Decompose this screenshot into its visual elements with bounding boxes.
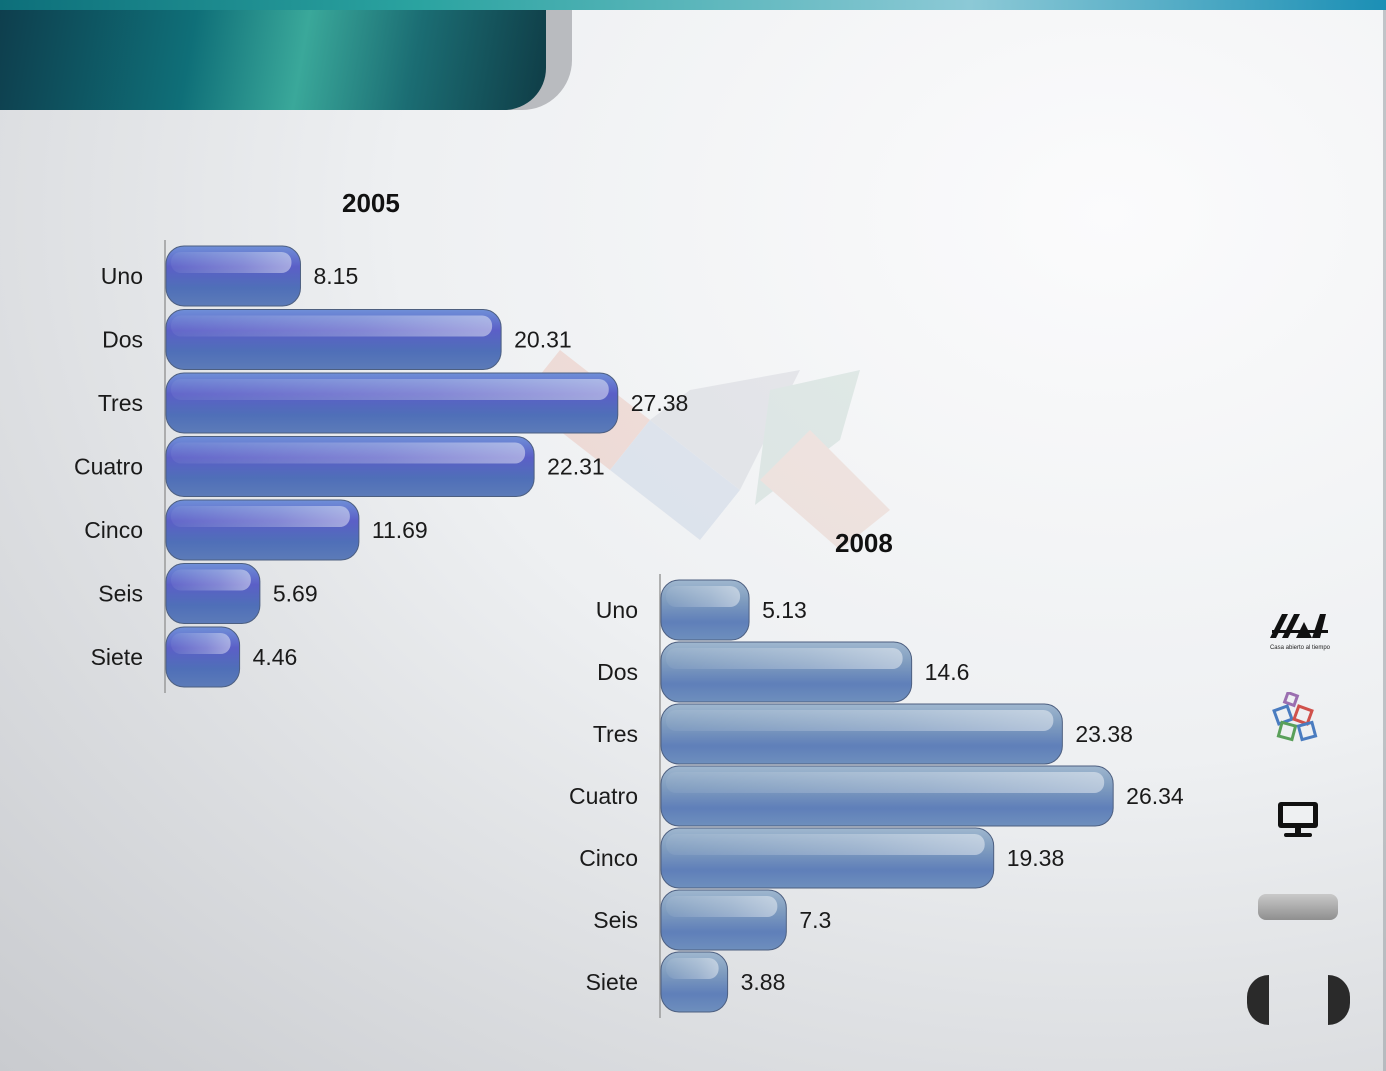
category-label: Cinco <box>84 517 143 543</box>
value-label: 26.34 <box>1126 783 1184 809</box>
chart-title: 2005 <box>342 188 400 218</box>
computer-monitor-icon[interactable] <box>1276 800 1320 840</box>
value-label: 19.38 <box>1007 845 1065 871</box>
puzzle-blocks-icon[interactable] <box>1272 690 1324 744</box>
value-label: 20.31 <box>514 327 572 353</box>
chart-2005: 2005 Uno 8.15 Dos 20.31 Tres 27.38 Cuatro 22.31… <box>0 170 720 710</box>
category-label: Seis <box>98 581 143 607</box>
bar-highlight <box>171 252 292 273</box>
chart-2008: 2008 Uno 5.13 Dos 14.6 Tres 23.38 Cuatro 26.34 C… <box>500 510 1220 1040</box>
category-label: Cuatro <box>74 454 143 480</box>
value-label: 3.88 <box>741 969 786 995</box>
logo-caption: Casa abierto al tiempo <box>1269 645 1331 651</box>
bar-highlight <box>171 442 526 464</box>
value-label: 7.3 <box>799 907 831 933</box>
bar-highlight <box>171 633 231 654</box>
category-label: Siete <box>91 644 143 670</box>
gray-button-icon[interactable] <box>1258 894 1338 920</box>
category-label: Cinco <box>579 845 638 871</box>
value-label: 27.38 <box>631 390 689 416</box>
uam-logo-icon[interactable]: Casa abierto al tiempo <box>1268 612 1332 652</box>
chart-title: 2008 <box>835 528 893 558</box>
slide-right-edge <box>1383 10 1386 1071</box>
bar-chart-2008-svg: Uno 5.13 Dos 14.6 Tres 23.38 Cuatro 26.34 Cinco 1… <box>569 574 1184 1018</box>
bar-highlight <box>171 315 493 337</box>
bar-highlight <box>171 569 251 591</box>
value-label: 22.31 <box>547 454 605 480</box>
next-icon[interactable] <box>1328 975 1350 1025</box>
bar-highlight <box>171 506 350 527</box>
value-label: 5.69 <box>273 581 318 607</box>
value-label: 11.69 <box>372 517 428 543</box>
bar-highlight <box>666 710 1054 731</box>
category-label: Seis <box>593 907 638 933</box>
value-label: 5.13 <box>762 597 807 623</box>
bar-highlight <box>666 896 778 917</box>
value-label: 23.38 <box>1075 721 1133 747</box>
category-label: Tres <box>593 721 638 747</box>
title-banner <box>0 10 546 110</box>
top-accent-strip <box>0 0 1386 10</box>
category-label: Dos <box>597 659 638 685</box>
category-label: Tres <box>98 390 143 416</box>
category-label: Uno <box>596 597 638 623</box>
bar-highlight <box>666 958 719 979</box>
bar-highlight <box>666 772 1105 793</box>
bar-highlight <box>666 586 741 607</box>
bar-chart-2005-svg: Uno 8.15 Dos 20.31 Tres 27.38 Cuatro 22.31 Cinco… <box>74 240 689 693</box>
category-label: Siete <box>586 969 638 995</box>
bar-highlight <box>171 379 609 400</box>
bar-highlight <box>666 834 985 855</box>
category-label: Uno <box>101 263 143 289</box>
value-label: 14.6 <box>925 659 970 685</box>
side-navigation: Casa abierto al tiempo <box>1247 600 1350 1040</box>
category-label: Cuatro <box>569 783 638 809</box>
previous-icon[interactable] <box>1247 975 1269 1025</box>
value-label: 4.46 <box>253 644 298 670</box>
category-label: Dos <box>102 327 143 353</box>
bar-highlight <box>666 648 903 669</box>
value-label: 8.15 <box>313 263 358 289</box>
